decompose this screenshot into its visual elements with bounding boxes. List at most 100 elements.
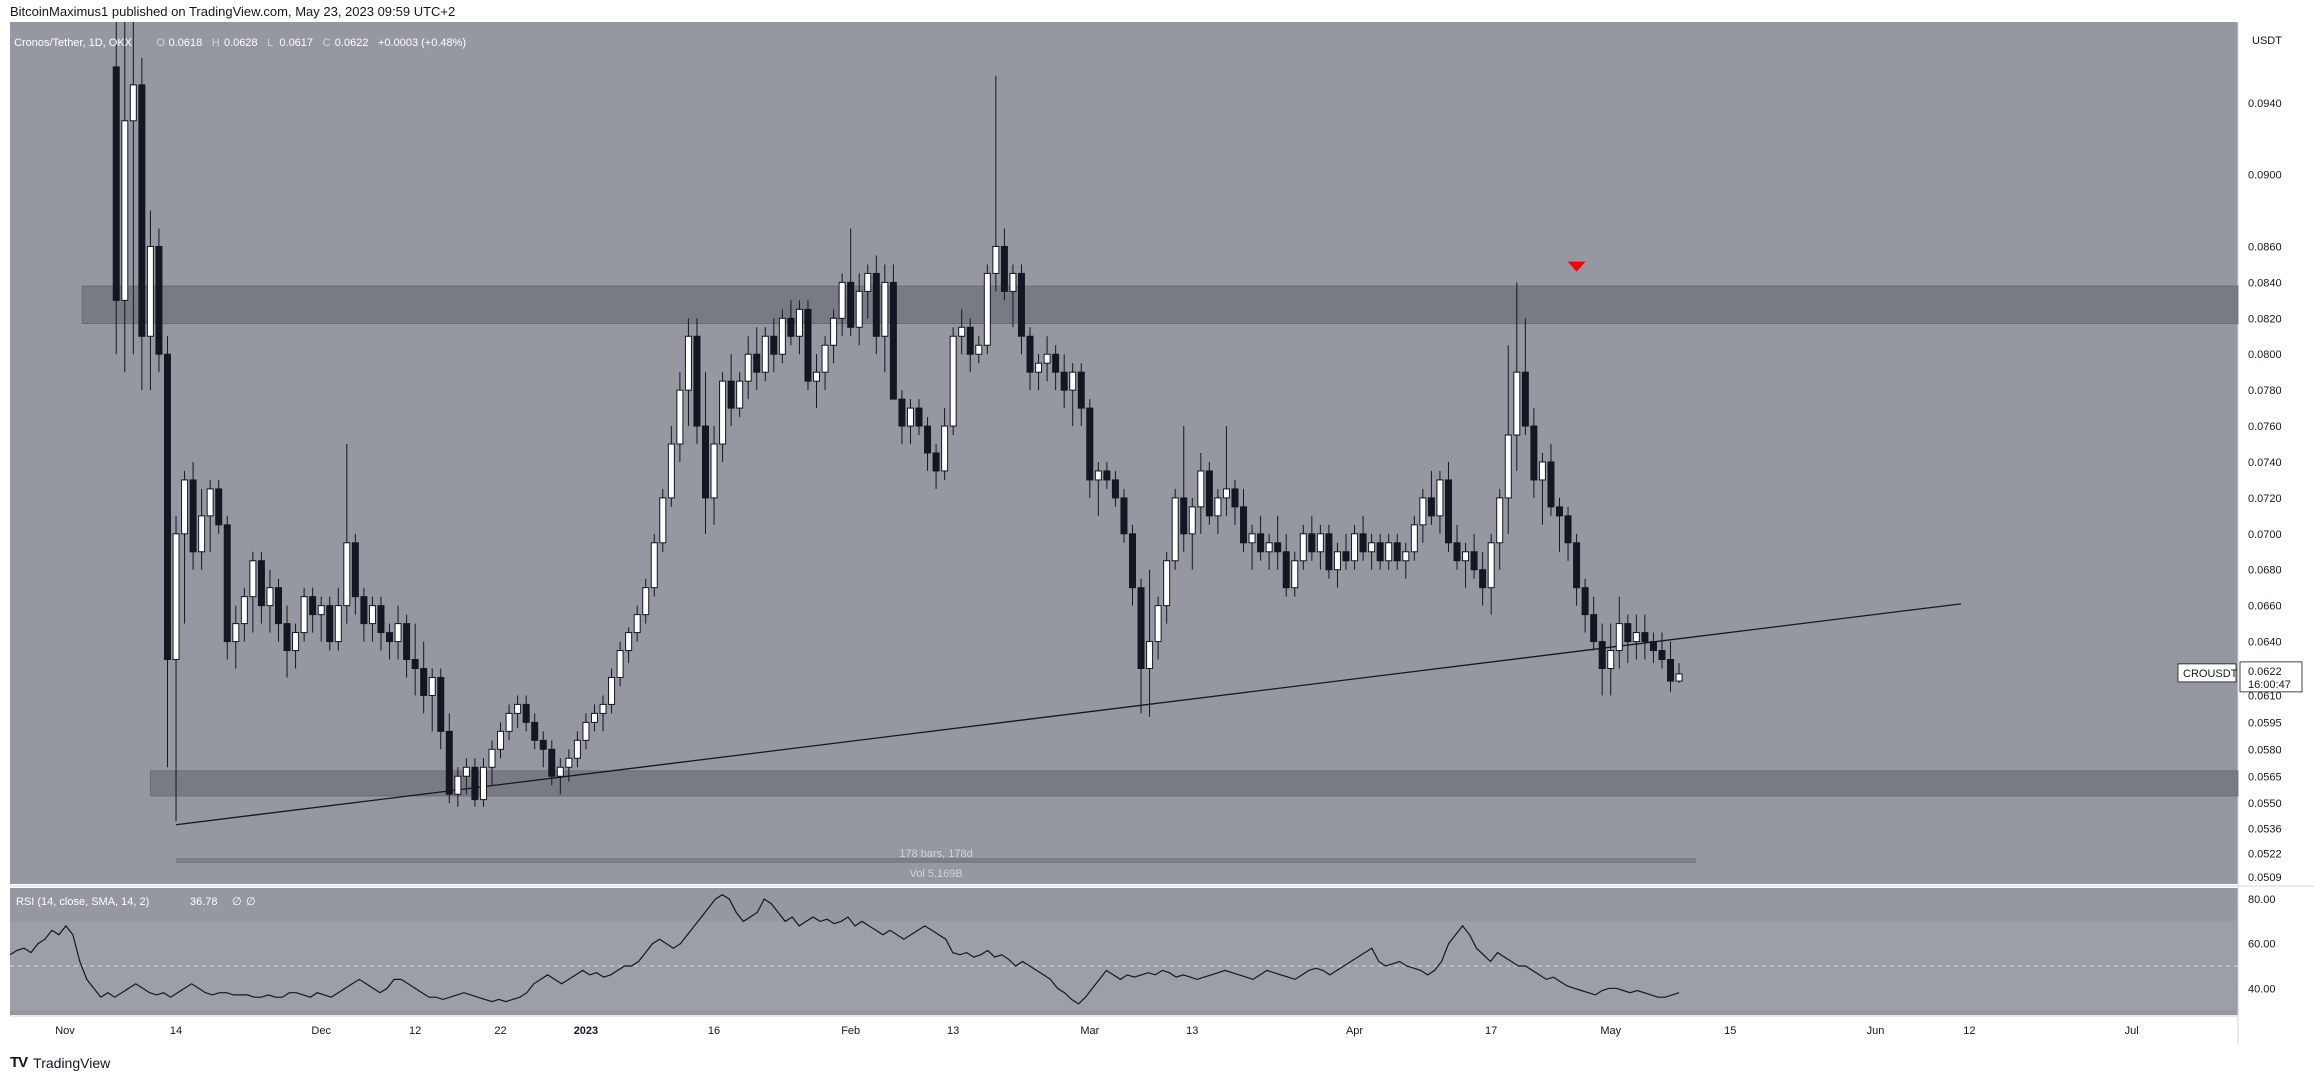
candle-body	[719, 380, 727, 445]
candle	[1658, 632, 1666, 669]
candle	[1171, 488, 1179, 570]
candle-body	[992, 245, 1000, 274]
candle-body	[941, 425, 949, 472]
candle-body	[1035, 362, 1043, 373]
candle	[599, 695, 607, 732]
candle	[795, 300, 803, 355]
candle	[1154, 596, 1162, 660]
candle-body	[659, 497, 667, 544]
candle-body	[1103, 470, 1111, 481]
legend-c-label: C	[323, 37, 331, 49]
candle	[924, 417, 932, 471]
candle	[1504, 345, 1512, 534]
candle	[249, 551, 257, 633]
candle	[181, 470, 189, 624]
candle-body	[172, 533, 180, 661]
candle	[386, 623, 394, 660]
candle-body	[368, 605, 376, 625]
candle-body	[1419, 497, 1427, 526]
candle-body	[505, 712, 513, 732]
candle	[1052, 345, 1060, 391]
price-tick-label: 0.0840	[2248, 277, 2282, 289]
legend-c-value: 0.0622	[335, 37, 369, 49]
rsi-legend-extra1: ∅	[232, 896, 242, 908]
price-badge-value: 0.0622	[2248, 666, 2282, 678]
price-tick-label: 0.0900	[2248, 170, 2282, 182]
candle	[189, 461, 197, 570]
candle	[906, 399, 914, 445]
candle-body	[360, 596, 368, 625]
candle-body	[830, 317, 838, 346]
price-badge-countdown: 16:00:47	[2248, 679, 2291, 691]
candle-body	[1308, 533, 1316, 553]
candle	[1513, 282, 1521, 471]
candle-body	[326, 605, 334, 643]
candle-body	[616, 650, 624, 678]
candle	[445, 713, 453, 804]
candle	[437, 668, 445, 750]
candle-body	[1607, 650, 1615, 670]
rsi-tick-label: 80.00	[2248, 894, 2276, 906]
candle-body	[821, 344, 829, 373]
candle	[898, 390, 906, 445]
candle-body	[1282, 551, 1290, 589]
candle	[847, 228, 855, 337]
candle-body	[1316, 533, 1324, 553]
legend-l-value: 0.0617	[279, 37, 313, 49]
candle	[1180, 426, 1188, 552]
candle-body	[1129, 533, 1136, 589]
price-chart[interactable]: 178 bars, 178d Vol 5.169B Cronos/Tether, 1…	[0, 0, 2314, 1044]
candle-body	[215, 488, 223, 526]
range-vol-label: Vol 5.169B	[909, 868, 962, 880]
candle	[1274, 515, 1282, 570]
candle	[275, 578, 282, 642]
candle	[727, 354, 735, 427]
candle-body	[702, 425, 709, 499]
candle-body	[1274, 542, 1282, 553]
publish-info: BitcoinMaximus1 published on TradingView…	[10, 4, 456, 19]
candle	[941, 408, 949, 480]
candle	[1675, 663, 1683, 683]
candle-body	[872, 272, 880, 337]
candle	[343, 444, 351, 624]
candle-body	[146, 245, 154, 337]
candle-body	[198, 515, 206, 553]
tradingview-logo[interactable]: TV TradingView	[10, 1054, 110, 1071]
candle-body	[548, 748, 556, 777]
candle-body	[1299, 533, 1307, 562]
legend-h-label: H	[212, 37, 220, 49]
candle	[1188, 497, 1196, 570]
candle-body	[1248, 533, 1256, 544]
candle	[497, 722, 505, 759]
candle	[360, 587, 368, 642]
candle	[1547, 444, 1555, 516]
candle-body	[1325, 533, 1333, 571]
candle	[1163, 551, 1171, 624]
candle-body	[1188, 506, 1196, 535]
time-tick-label: 13	[947, 1025, 959, 1037]
legend-l-label: L	[267, 37, 273, 49]
candle-body	[1214, 497, 1222, 517]
candle	[573, 731, 581, 768]
candle	[1376, 533, 1384, 570]
candle	[949, 327, 957, 436]
candle-body	[1086, 407, 1094, 481]
time-tick-label: 17	[1485, 1025, 1497, 1037]
candle	[428, 668, 436, 732]
candle-body	[1376, 542, 1384, 562]
candle-body	[420, 668, 428, 696]
candle-body	[1231, 488, 1239, 508]
candle	[787, 300, 795, 346]
candle-body	[522, 703, 530, 723]
candle-body	[1385, 542, 1393, 562]
time-tick-label: 12	[1963, 1025, 1975, 1037]
candle	[334, 587, 342, 651]
candle	[915, 399, 923, 436]
candle-body	[394, 623, 402, 643]
main-pane	[10, 22, 2238, 884]
candle-body	[582, 721, 590, 741]
candle-body	[847, 281, 855, 328]
candle-body	[1658, 650, 1666, 661]
candle	[702, 372, 709, 534]
candle	[1649, 632, 1657, 664]
